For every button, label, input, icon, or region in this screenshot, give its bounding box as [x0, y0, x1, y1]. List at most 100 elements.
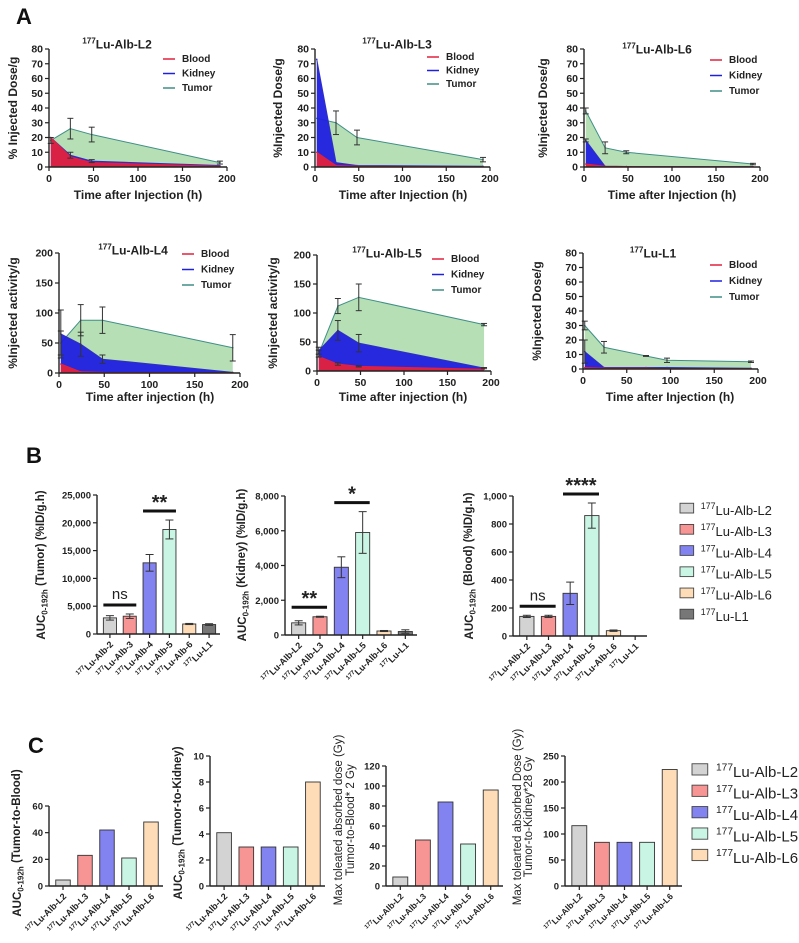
y-tick-label: 25,000 [62, 491, 91, 502]
tumor-error-bar [334, 298, 341, 315]
legend-label: Kidney [446, 66, 480, 77]
panel-label-a: A [16, 4, 32, 29]
x-tick-label: 150 [174, 173, 192, 185]
error-bar [380, 629, 388, 633]
bar [460, 843, 477, 887]
y-tick-label: 1,000 [483, 492, 507, 503]
y-tick-label: 100 [293, 308, 311, 320]
y-tick-label: 15,000 [62, 546, 91, 557]
kidney-error-bar [67, 151, 74, 159]
x-tick-label: 50 [621, 375, 633, 387]
legend-item: 177Lu-Alb-L5 [691, 827, 798, 845]
x-tick-label: 150 [439, 377, 457, 389]
error-bar [337, 556, 346, 579]
kidney-point [335, 161, 337, 164]
legend-item: 177Lu-Alb-L2 [679, 501, 772, 518]
y-tick-label: 800 [491, 520, 507, 531]
legend-label: 177Lu-Alb-L4 [701, 543, 772, 560]
significance-label: ** [302, 588, 318, 610]
x-axis-label: Time after injection (h) [339, 390, 467, 404]
y-axis-label: %Injected Dose/g [536, 58, 550, 157]
legend-item-tumor: Tumor [710, 86, 759, 97]
bar [55, 879, 71, 887]
legend-label: 177Lu-Alb-L6 [716, 848, 798, 867]
y-tick-label: 0 [375, 882, 380, 893]
bar [162, 529, 177, 635]
bar [282, 846, 299, 887]
chart-title: 177Lu-Alb-L2 [82, 36, 152, 51]
y-tick-label: 80 [31, 44, 43, 56]
y-tick-label: 30 [565, 320, 577, 332]
bar [584, 515, 600, 637]
legend-swatch [691, 848, 709, 862]
bar [238, 846, 255, 887]
x-tick-label: 150 [707, 173, 725, 185]
y-tick-label: 70 [31, 58, 43, 70]
tumor-line [318, 296, 485, 354]
y-tick-label: 20 [297, 132, 309, 144]
area-chart-5: 0 10 20 30 40 50 60 70 80 0 50 100 150 200 Time after … [530, 245, 767, 404]
error-bar [205, 623, 214, 626]
y-tick-label: 0 [274, 631, 279, 642]
bar [661, 769, 678, 887]
y-axis-label: AUC0-192h (Blood) (%ID/g.h) [463, 492, 477, 639]
y-tick-label: 0 [199, 882, 204, 893]
y-tick-label: 40 [297, 103, 309, 115]
y-tick-label: 6 [199, 804, 204, 815]
tumor-error-bar [481, 322, 488, 327]
y-tick-label: 30 [297, 117, 309, 129]
y-tick-label: 10,000 [62, 574, 91, 585]
legend-item-tumor: Tumor [427, 79, 476, 90]
bar [142, 562, 157, 635]
tumor-error-bar [664, 357, 670, 363]
area-chart-1: 0 10 20 30 40 50 60 70 80 0 50 100 150 200 Time after … [271, 36, 499, 202]
y-tick-label: 60 [31, 73, 43, 85]
tumor-error-bar [354, 129, 360, 146]
y-tick-label: 8,000 [255, 492, 279, 503]
x-tick-label: 200 [751, 173, 769, 185]
legend-item: 177Lu-Alb-L3 [691, 784, 798, 803]
y-tick-label: 600 [491, 548, 507, 559]
x-axis-label: Time after Injection (h) [339, 188, 467, 202]
y-tick-label: 50 [299, 337, 311, 349]
tumor-error-bar [229, 334, 236, 362]
area-chart-0: 0 10 20 30 40 50 60 70 80 0 50 100 150 200 Time after … [6, 36, 236, 202]
legend-label: Tumor [201, 280, 231, 291]
y-tick-label: 0 [571, 364, 577, 376]
blood-point [584, 163, 587, 165]
y-tick-label: 80 [297, 44, 309, 56]
tumor-error-bar [88, 126, 95, 143]
y-tick-label: 40 [565, 306, 577, 318]
x-tick-label: 200 [218, 173, 236, 185]
x-tick-label: 0 [46, 173, 52, 185]
tumor-error-bar [623, 150, 630, 155]
bar [99, 829, 115, 887]
blood-error-bar [334, 362, 341, 366]
y-tick-label: 10 [565, 349, 577, 361]
bar [392, 876, 409, 887]
bar-chart-10: 0246810177Lu-Alb-L2177Lu-Alb-L3177Lu-Alb… [172, 746, 325, 932]
y-tick-label: 80 [565, 248, 577, 260]
legend-label: 177Lu-Alb-L2 [716, 762, 798, 781]
legend-item: 177Lu-Alb-L4 [679, 543, 772, 560]
chart-title: 177Lu-Alb-L6 [622, 41, 692, 56]
panel-label-b: B [26, 443, 42, 468]
significance-marker: ** [143, 492, 176, 514]
tumor-line [60, 319, 233, 349]
chart-title: 177Lu-Alb-L3 [362, 36, 432, 51]
y-tick-label: 100 [35, 308, 53, 320]
y-tick-label: 50 [297, 88, 309, 100]
x-tick-label: 150 [437, 173, 455, 185]
y-tick-label: 70 [565, 262, 577, 274]
y-tick-label: 40 [31, 103, 43, 115]
bar [414, 839, 431, 887]
y-tick-label: 70 [566, 58, 578, 70]
kidney-error-bar [355, 333, 362, 353]
legend-swatch [679, 545, 695, 556]
legend-item: 177Lu-Alb-L5 [679, 565, 772, 581]
legend-item: 177Lu-Alb-L6 [679, 586, 772, 603]
legend-label: Blood [729, 260, 757, 271]
blood-area [60, 364, 233, 373]
kidney-error-bar [88, 159, 95, 164]
legend-item: 177Lu-Alb-L2 [691, 762, 798, 781]
